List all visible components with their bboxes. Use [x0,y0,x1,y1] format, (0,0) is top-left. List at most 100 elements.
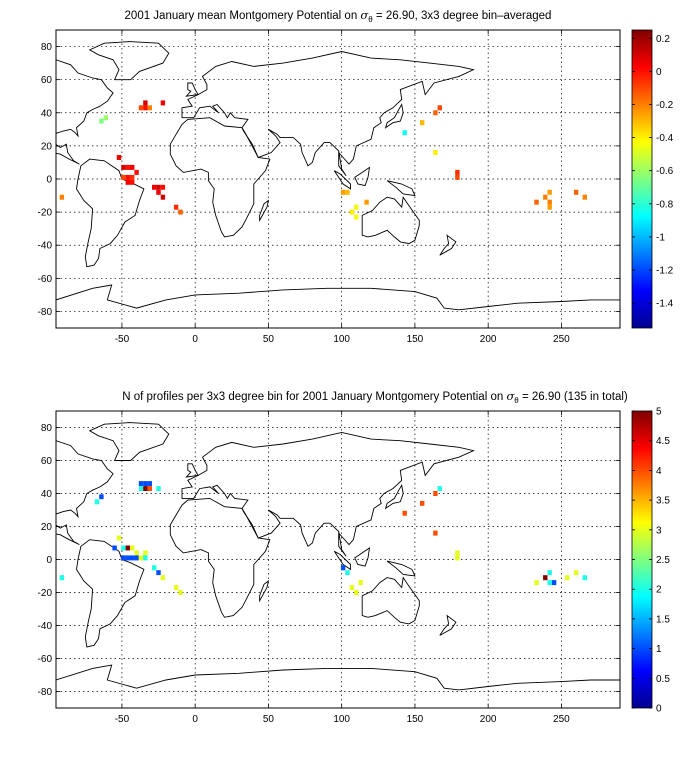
coastline [439,234,457,256]
x-tick-label: 250 [553,714,570,725]
data-bin [125,179,130,185]
x-tick-label: 250 [553,334,570,345]
x-tick-label: -50 [115,714,130,725]
x-tick-label: 50 [263,714,275,725]
data-bin [134,550,139,556]
y-tick-label: 80 [41,42,53,53]
coastline [354,547,371,567]
colorbar-tick-label: -0.4 [656,133,674,144]
x-tick-label: 0 [192,714,198,725]
x-tick-label: 150 [407,334,424,345]
data-bin [112,545,117,551]
colorbar-tick-label: 1 [656,644,662,655]
data-bin [173,204,179,210]
world-coastlines [56,422,620,708]
data-bin [573,189,579,195]
data-bin [99,494,104,500]
coastline [354,166,371,187]
data-bin [130,545,135,551]
data-bin [433,530,438,536]
axis-ticks: -50 0 50 100 150 200 250 -80 -60 -40 -20 0 20 40 60 80 [38,411,620,725]
data-bin [547,189,552,195]
data-bin [125,174,130,180]
coastline [181,51,475,176]
y-tick-label: -80 [38,307,53,318]
colorbar-tick-label: -1.2 [656,266,674,277]
y-tick-label: 0 [46,175,52,186]
y-tick-label: -60 [38,654,53,665]
profile-count-panel: N of profiles per 3x3 degree bin for 200… [38,389,671,725]
y-tick-label: 40 [41,108,53,119]
colorbar-ticks: 0.2 0 -0.2 -0.4 -0.6 -0.8 -1 -1.2 -1.4 [632,34,674,310]
data-bin [345,570,350,576]
colorbar-tick-label: -0.2 [656,100,674,111]
data-bin [143,555,148,561]
data-bin [340,565,346,571]
data-bin [420,500,425,506]
data-bin [147,486,152,491]
data-bin [156,189,161,195]
data-bin [147,105,152,111]
data-bin [138,486,144,491]
colorbar-tick-label: 2.5 [656,555,670,566]
coastline [181,431,475,557]
coastline [88,41,170,81]
coastline [333,550,351,571]
colorbar-tick-label: 4.5 [656,436,670,447]
x-tick-label: 150 [407,714,424,725]
y-tick-label: 0 [46,555,52,566]
data-bin [402,510,407,516]
data-bin [160,575,166,581]
colorbar-tick-label: -0.6 [656,166,674,177]
colorbar-ticks: 5 4.5 4 3.5 3 2.5 2 1.5 1 0.5 0 [632,407,670,715]
data-bin [433,110,438,116]
colorbar: 5 4.5 4 3.5 3 2.5 2 1.5 1 0.5 0 [631,407,670,715]
data-bin [358,580,363,586]
data-bin [573,570,579,576]
y-tick-label: -40 [38,621,53,632]
data-bin [156,486,161,491]
data-bin [534,199,539,205]
colorbar-tick-label: -0.8 [656,199,674,210]
coastline [185,463,199,478]
data-bin [143,550,148,556]
x-tick-label: 50 [263,334,275,345]
data-bin [160,184,166,190]
data-bin [354,214,359,220]
data-bin [130,555,135,561]
colorbar-tick-label: -1.4 [656,299,674,310]
data-bin [437,105,442,111]
y-tick-label: 40 [41,489,53,500]
y-tick-label: -60 [38,274,53,285]
colorbar-tick-label: 5 [656,407,662,418]
data-bin [543,194,548,200]
coastline [88,422,170,461]
data-bin [160,194,166,200]
data-bin [565,575,570,581]
colorbar-tick-label: 0 [656,704,662,715]
data-bin [582,194,587,200]
data-bin [354,204,359,210]
y-tick-label: -20 [38,208,53,219]
data-bin [59,194,65,200]
data-bin [345,189,350,195]
data-bin [134,555,139,561]
data-bin [130,174,135,180]
data-bin [125,555,130,561]
data-bins [59,100,587,220]
data-bin [143,481,148,486]
data-bin [582,575,587,581]
data-bin [143,105,148,111]
data-bin [455,555,460,561]
data-bin [130,164,135,170]
data-bin [349,209,355,215]
data-bin [433,150,438,155]
coastline [361,576,420,625]
colorbar-tick-label: 3.5 [656,496,670,507]
data-bin [134,169,139,175]
data-bin [173,585,179,590]
data-bin [156,184,161,190]
data-bin [152,184,157,190]
coastline [386,560,416,577]
coastline [169,497,271,618]
